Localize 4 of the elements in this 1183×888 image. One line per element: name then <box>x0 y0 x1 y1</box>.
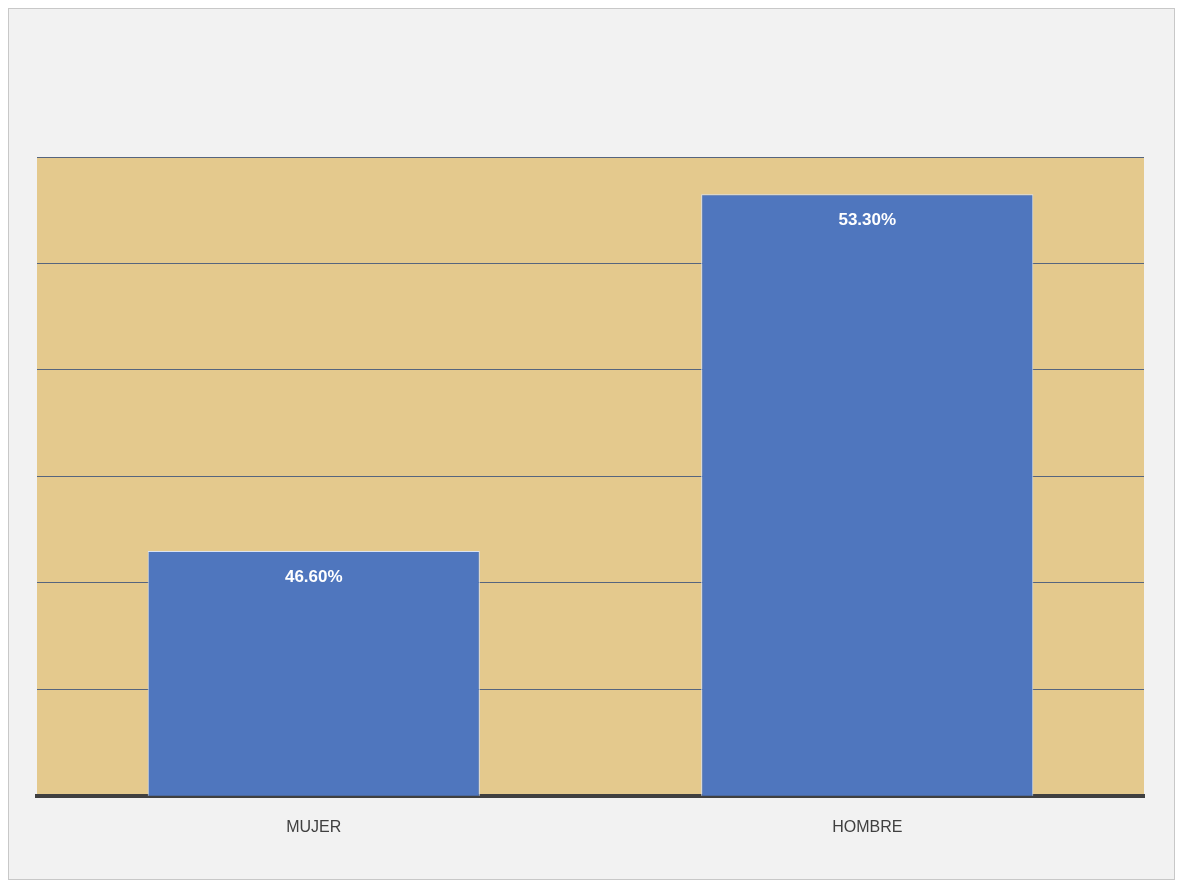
data-label: 53.30% <box>838 210 897 230</box>
x-tick-label: HOMBRE <box>832 817 903 835</box>
x-tick-label: MUJER <box>286 817 342 835</box>
data-label: 46.60% <box>284 567 343 587</box>
